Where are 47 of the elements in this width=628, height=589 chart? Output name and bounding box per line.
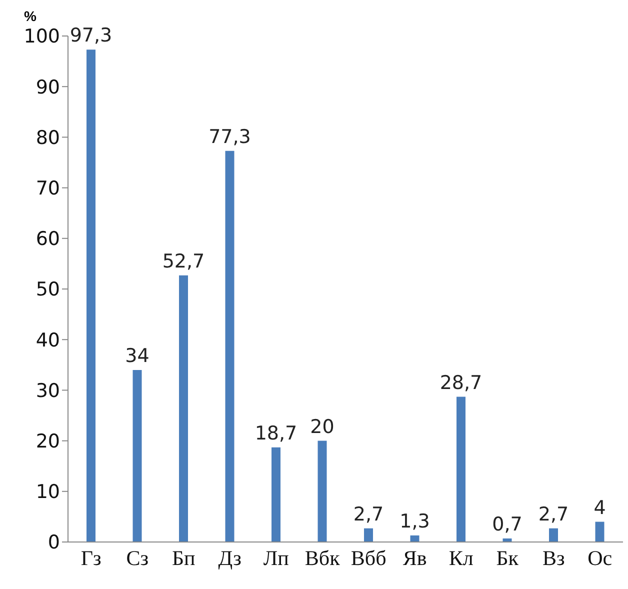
x-tick-label: Вбб <box>350 546 386 570</box>
x-tick-label: Кл <box>448 546 474 570</box>
bar <box>86 50 96 542</box>
bar <box>132 370 142 542</box>
data-label: 52,7 <box>162 250 205 272</box>
y-tick-label: 70 <box>36 178 60 200</box>
y-tick-label: 10 <box>36 481 60 504</box>
y-tick-label: 20 <box>36 430 60 453</box>
bar <box>549 528 558 542</box>
y-tick-label: 90 <box>36 76 60 98</box>
y-tick-label: 40 <box>36 329 60 352</box>
data-label: 34 <box>125 344 150 367</box>
bar <box>272 447 280 542</box>
bar <box>456 396 466 542</box>
data-label: 4 <box>594 496 606 519</box>
y-tick-label: 30 <box>36 380 60 402</box>
y-tick-label: 0 <box>48 532 60 554</box>
data-label: 1,3 <box>400 510 430 532</box>
bar <box>364 528 373 542</box>
x-tick-label: Сз <box>126 546 149 570</box>
bar <box>318 440 327 542</box>
bar <box>410 535 420 542</box>
data-label: 20 <box>310 416 334 438</box>
data-label: 2,7 <box>538 503 569 526</box>
y-tick-label: 100 <box>24 26 60 48</box>
y-tick-label: 50 <box>36 278 60 301</box>
x-tick-label: Лп <box>263 546 289 570</box>
y-tick-label: 80 <box>36 126 60 149</box>
data-label: 97,3 <box>70 24 112 47</box>
x-tick-label: Бп <box>172 546 196 570</box>
x-tick-label: Ос <box>588 546 612 570</box>
data-label: 28,7 <box>440 372 482 394</box>
x-tick-label: Гз <box>80 546 102 570</box>
x-tick-label: Яв <box>402 546 427 570</box>
bar <box>595 522 604 542</box>
data-label: 2,7 <box>353 503 384 526</box>
x-tick-label: Вбк <box>304 546 341 570</box>
bar <box>225 150 234 542</box>
y-tick-label: 60 <box>36 228 60 250</box>
data-label: 0,7 <box>492 513 522 536</box>
bar <box>179 275 188 542</box>
x-tick-label: Дз <box>218 546 242 570</box>
data-label: 18,7 <box>254 422 298 444</box>
y-axis-title: % <box>24 8 36 24</box>
x-tick-label: Бк <box>496 546 520 570</box>
x-tick-label: Вз <box>542 546 565 570</box>
data-label: 77,3 <box>208 126 251 148</box>
